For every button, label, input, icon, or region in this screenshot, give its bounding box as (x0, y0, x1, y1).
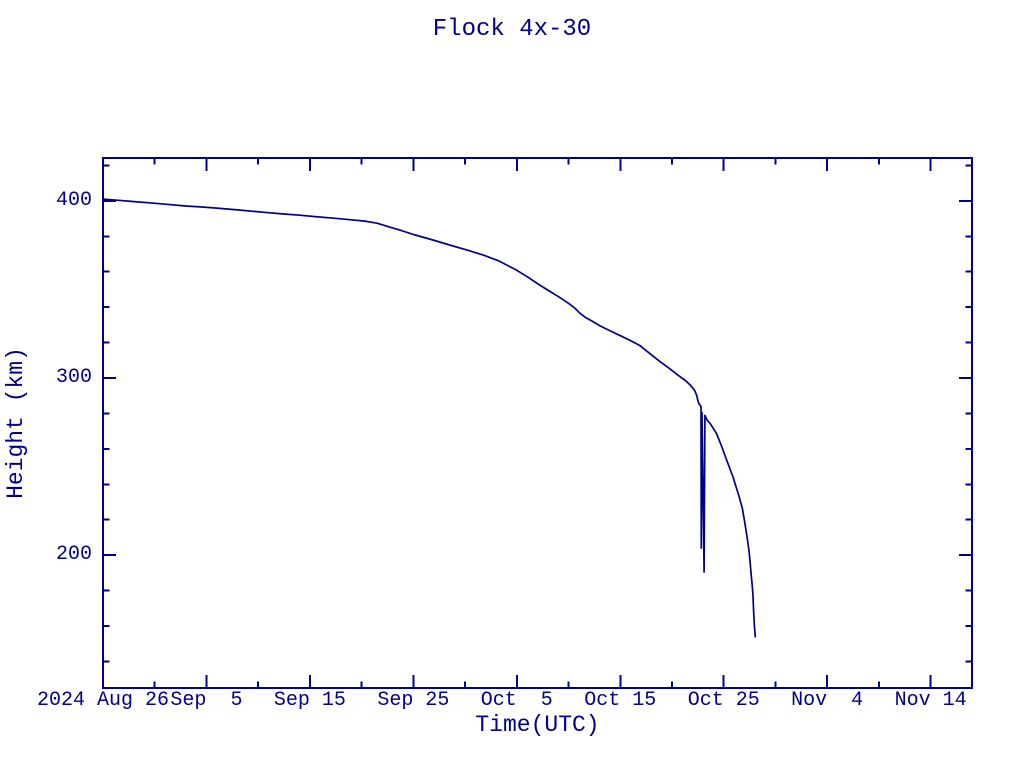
plot-frame (102, 157, 973, 689)
y-axis-title: Height (km) (3, 347, 29, 499)
chart-title: Flock 4x-30 (432, 16, 592, 43)
y-tick-label: 200 (55, 543, 92, 567)
x-axis-title: Time(UTC) (475, 712, 600, 738)
x-tick-label: Oct 5 (480, 689, 553, 712)
x-tick-label: Nov 14 (894, 689, 967, 712)
x-tick-label: Nov 4 (791, 689, 864, 712)
x-tick-label: 2024 Aug 26 (36, 689, 170, 712)
x-tick-label: Sep 15 (273, 689, 346, 712)
x-tick-label: Oct 15 (584, 689, 657, 712)
x-tick-label: Sep 25 (377, 689, 450, 712)
x-tick-label: Sep 5 (170, 689, 243, 712)
y-tick-label: 300 (55, 366, 92, 389)
height-curve (102, 198, 757, 638)
y-tick-label: 400 (55, 188, 92, 212)
x-tick-label: Oct 25 (687, 689, 760, 712)
